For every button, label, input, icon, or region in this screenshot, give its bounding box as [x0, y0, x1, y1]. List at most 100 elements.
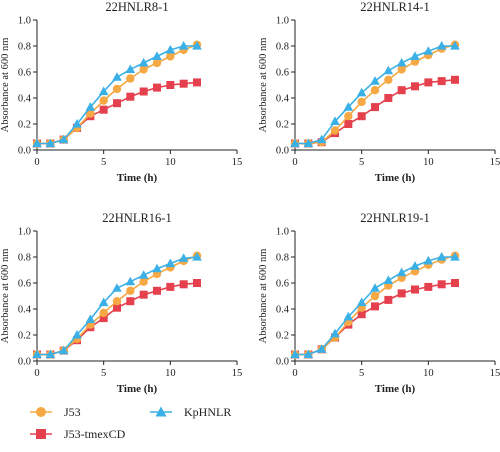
panel-22hnlr8-1-y-axis-label: Absorbance at 600 nm: [0, 38, 11, 133]
panel-22hnlr8-1-series-kphnlr-point-triangle: [192, 41, 202, 50]
panel-22hnlr16-1-y-tick-label: 1.0: [18, 227, 31, 238]
panel-22hnlr14-1-series-j53-tmexcd-point-square: [371, 103, 379, 112]
panel-22hnlr8-1-series-j53-tmexcd-point-square: [113, 99, 121, 108]
panel-22hnlr16-1-series-j53-point-circle: [112, 297, 122, 306]
panel-22hnlr19-1-y-tick-label: 0.8: [276, 253, 289, 264]
panel-22hnlr16-1-series-j53-point-circle: [139, 277, 148, 286]
panel-22hnlr19-1-series-kphnlr-point-triangle: [370, 283, 380, 292]
panel-22hnlr14-1-x-tick-label: 10: [423, 157, 434, 168]
panel-22hnlr19-1-y-tick-label: 1.0: [276, 227, 289, 238]
legend-label-j53: J53: [64, 404, 81, 419]
panel-22hnlr19-1-y-tick-label: 0.4: [276, 305, 290, 316]
panel-22hnlr19-1-series-kphnlr-point-triangle: [343, 311, 354, 321]
panel-22hnlr8-1-series-j53-point-circle: [152, 58, 162, 68]
panel-22hnlr14-1-series-kphnlr-point-triangle: [383, 65, 394, 75]
panel-22hnlr16-1-x-tick-label: 5: [101, 368, 106, 379]
panel-22hnlr8-1: 22HNLR8-1 0.0 0.2 0.4 0.6 0.8 1.0 0 5 10 15 Time (h…: [0, 0, 242, 184]
panel-22hnlr8-1-series-kphnlr-line: [37, 45, 197, 145]
panel-22hnlr16-1-series-kphnlr-point-triangle: [152, 263, 162, 273]
panel-22hnlr14-1-series-j53-point-circle: [384, 75, 393, 85]
panel-22hnlr8-1-x-tick-label: 10: [165, 157, 176, 168]
panel-22hnlr14-1-title: 22HNLR14-1: [360, 0, 429, 14]
panel-22hnlr19-1-series-j53-tmexcd-point-square: [397, 289, 406, 298]
panel-22hnlr8-1-x-tick-label: 15: [232, 157, 243, 168]
panel-22hnlr16-1-series-kphnlr-point-triangle: [192, 252, 202, 261]
legend-item-j53: J53: [30, 404, 81, 420]
panel-22hnlr8-1-series-j53-tmexcd-point-square: [179, 79, 188, 88]
panel-22hnlr19-1-y-axis-label: Absorbance at 600 nm: [258, 249, 269, 344]
panel-22hnlr16-1-series-j53-tmexcd-point-square: [179, 280, 188, 289]
panel-22hnlr19-1-series-kphnlr-point-triangle: [290, 349, 300, 359]
panel-22hnlr16-1-series-kphnlr: [32, 252, 202, 359]
panel-22hnlr16-1-series-j53-tmexcd-point-square: [166, 282, 175, 291]
panel-22hnlr16-1-series-j53: [32, 251, 202, 359]
panel-22hnlr19-1-series-kphnlr-point-triangle: [383, 275, 394, 284]
panel-22hnlr8-1-series-kphnlr-point-triangle: [85, 102, 96, 111]
panel-22hnlr14-1-series-kphnlr-point-triangle: [330, 116, 340, 125]
panel-22hnlr16-1-series-j53-tmexcd-point-square: [99, 314, 108, 323]
panel-22hnlr19-1-title: 22HNLR19-1: [360, 211, 429, 225]
panel-22hnlr19-1-y-tick-label: 0.2: [276, 331, 289, 342]
panel-22hnlr14-1-series-kphnlr-point-triangle: [450, 41, 460, 50]
panel-22hnlr16-1-x-tick-label: 0: [34, 368, 39, 379]
panel-22hnlr19-1-series-j53-tmexcd-point-square: [437, 280, 446, 289]
panel-22hnlr14-1-series-j53-point-circle: [330, 126, 340, 135]
panel-22hnlr19-1-series-j53-point-circle: [370, 291, 380, 301]
panel-22hnlr8-1-series-kphnlr-point-triangle: [98, 86, 109, 96]
panel-22hnlr19-1-series-kphnlr-point-triangle: [450, 252, 460, 261]
panel-22hnlr19-1-series-kphnlr-point-triangle: [316, 344, 327, 353]
panel-22hnlr14-1-series-j53-tmexcd-point-square: [384, 94, 393, 102]
panel-22hnlr8-1-series-j53-point-circle: [99, 96, 108, 105]
panel-22hnlr19-1-series-kphnlr-point-triangle: [356, 297, 367, 307]
panel-22hnlr19-1-series-j53-tmexcd-point-square: [424, 282, 433, 291]
panel-22hnlr16-1-series-j53-tmexcd-point-square: [139, 290, 148, 299]
panel-22hnlr19-1-series-kphnlr-point-triangle: [396, 267, 407, 277]
panel-22hnlr19-1-x-tick-label: 10: [423, 368, 434, 379]
legend-triangle-marker-icon: [150, 406, 172, 417]
panel-22hnlr16-1-series-kphnlr-point-triangle: [72, 330, 82, 339]
panel-22hnlr16-1-series-j53-tmexcd-line: [37, 282, 198, 356]
panel-22hnlr16-1-y-tick-label: 0.0: [18, 357, 31, 368]
panel-22hnlr8-1-y-tick-label: 0.8: [18, 42, 31, 53]
panel-22hnlr8-1-series-j53-tmexcd-point-square: [99, 105, 108, 114]
growth-curves-figure: 22HNLR8-1 0.0 0.2 0.4 0.6 0.8 1.0 0 5 10 15 Time (h…: [0, 0, 500, 395]
panel-22hnlr14-1-y-tick-label: 0.8: [276, 42, 289, 53]
panel-22hnlr19-1-series-j53-tmexcd-point-square: [411, 285, 419, 294]
panel-22hnlr8-1-y-tick-label: 1.0: [18, 16, 31, 27]
panel-22hnlr16-1-series-j53-point-circle: [126, 286, 135, 295]
panel-22hnlr8-1-series-j53-tmexcd-point-square: [153, 83, 161, 92]
panel-22hnlr8-1-series-j53-point-circle: [126, 74, 135, 83]
panel-22hnlr16-1-title: 22HNLR16-1: [102, 211, 171, 225]
panel-22hnlr8-1-series-kphnlr-point-triangle: [165, 44, 176, 54]
panel-22hnlr19-1-series-kphnlr-point-triangle: [330, 328, 340, 338]
panel-22hnlr16-1-y-tick-label: 0.8: [18, 253, 31, 264]
panel-22hnlr8-1-title: 22HNLR8-1: [105, 0, 168, 14]
panel-22hnlr16-1-series-kphnlr-point-triangle: [32, 349, 42, 359]
panel-22hnlr8-1-series-kphnlr-point-triangle: [138, 57, 149, 67]
legend-item-kphnlr: KpHNLR: [150, 404, 231, 420]
panel-22hnlr16-1-series-j53-tmexcd-point-square: [153, 286, 161, 295]
panel-22hnlr19-1-y-tick-label: 0.6: [276, 279, 289, 290]
panel-22hnlr19-1-series-kphnlr-point-triangle: [436, 252, 447, 261]
panel-22hnlr8-1-series-j53: [32, 40, 202, 148]
panel-22hnlr14-1-series-j53-point-circle: [357, 97, 366, 107]
panel-22hnlr8-1-series-kphnlr-point-triangle: [178, 41, 189, 50]
legend-label-j53-tmexcd: J53-tmexCD: [64, 426, 126, 441]
panel-22hnlr14-1-series-j53-point-circle: [397, 65, 406, 74]
panel-22hnlr19-1-y-tick-label: 0.0: [276, 357, 289, 368]
panel-22hnlr8-1-series-j53-tmexcd-point-square: [193, 78, 201, 87]
panel-22hnlr16-1-series-kphnlr-point-triangle: [98, 297, 109, 307]
panel-22hnlr16-1-y-axis-label: Absorbance at 600 nm: [0, 249, 11, 344]
panel-22hnlr8-1-y-tick-label: 0.0: [18, 146, 31, 157]
panel-22hnlr14-1-series-kphnlr-point-triangle: [410, 51, 420, 60]
panel-22hnlr8-1-series-kphnlr-point-triangle: [125, 64, 136, 73]
panel-22hnlr14-1-y-tick-label: 0.4: [276, 94, 290, 105]
panel-22hnlr14-1-y-tick-label: 1.0: [276, 16, 289, 27]
panel-22hnlr8-1-series-kphnlr-point-triangle: [45, 138, 56, 148]
panel-22hnlr19-1-x-tick-label: 15: [490, 368, 500, 379]
legend: J53 KpHNLR J53-tmexCD: [30, 404, 330, 450]
panel-22hnlr14-1-series-kphnlr-point-triangle: [423, 46, 434, 55]
panel-22hnlr14-1-series-kphnlr-point-triangle: [396, 57, 407, 67]
panel-22hnlr8-1-series-j53-tmexcd-point-square: [126, 92, 135, 101]
panel-22hnlr14-1-x-tick-label: 5: [359, 157, 364, 168]
